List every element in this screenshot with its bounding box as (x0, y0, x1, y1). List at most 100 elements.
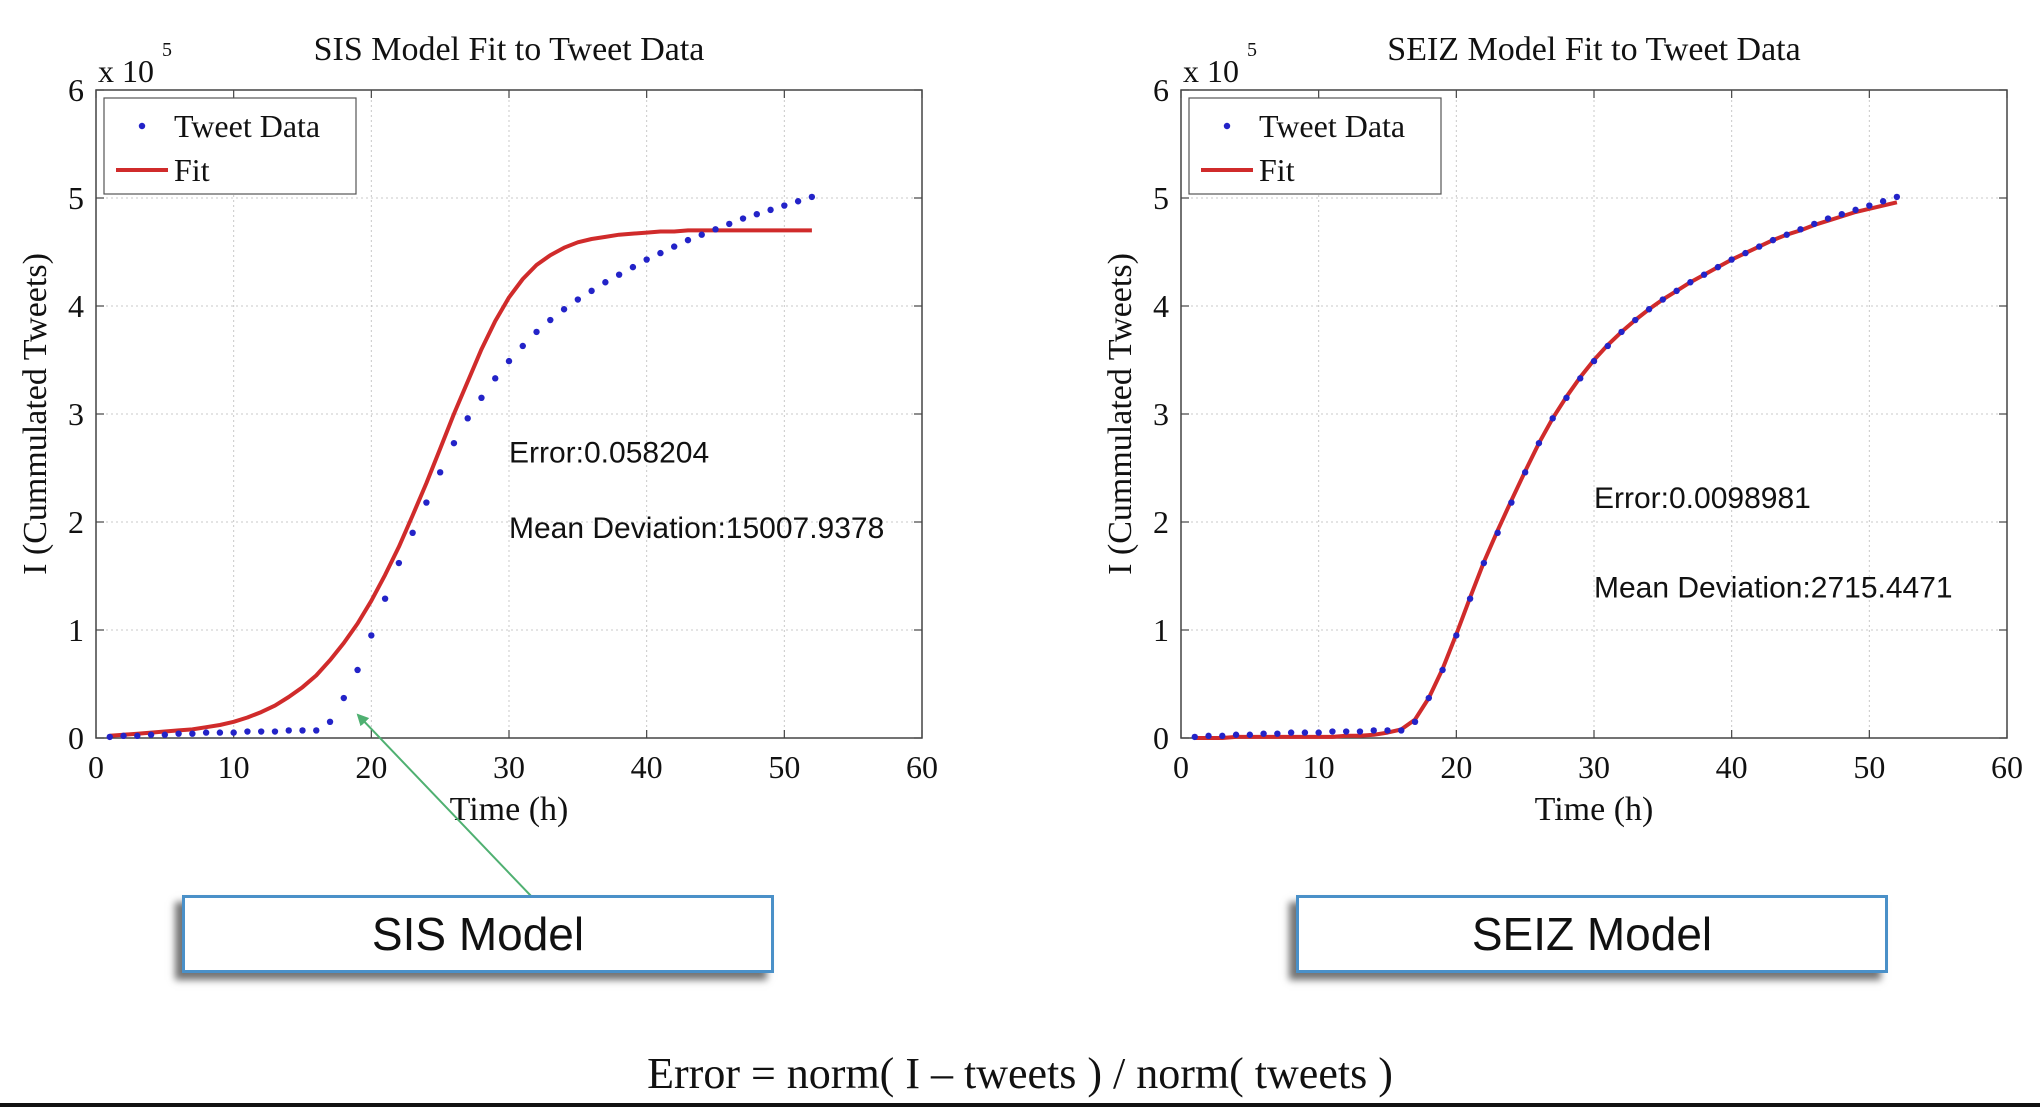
data-point (1521, 469, 1529, 476)
data-point (299, 727, 306, 734)
data-point (1370, 727, 1377, 734)
data-point (657, 249, 664, 257)
data-point (1769, 236, 1777, 244)
data-point (1577, 375, 1584, 382)
x-tick-label: 60 (1991, 749, 2023, 785)
data-point (1315, 729, 1322, 736)
seiz-model-label: SEIZ Model (1471, 908, 1713, 960)
data-point (767, 206, 774, 214)
data-point (1893, 193, 1901, 201)
data-point (1356, 728, 1364, 735)
data-point (698, 231, 705, 238)
data-point (574, 296, 582, 303)
data-point (230, 729, 237, 736)
data-point (615, 271, 623, 278)
x-axis-label: Time (h) (1535, 791, 1654, 828)
data-point (147, 731, 155, 738)
data-point (1728, 256, 1735, 263)
legend-marker-data (138, 122, 146, 130)
data-point (175, 730, 182, 737)
y-tick-label: 1 (1153, 612, 1169, 648)
data-point (1274, 730, 1281, 737)
data-point (464, 415, 471, 422)
data-point (1756, 243, 1763, 250)
y-tick-label: 2 (1153, 504, 1169, 540)
data-point (1673, 287, 1680, 295)
data-point (781, 202, 788, 209)
data-point (478, 394, 485, 401)
data-point (271, 728, 279, 735)
y-tick-label: 5 (68, 180, 84, 216)
data-point (1453, 632, 1460, 639)
data-point (671, 243, 678, 250)
x-tick-label: 50 (1853, 749, 1885, 785)
data-point (381, 595, 389, 602)
data-point (726, 220, 733, 228)
y-multiplier-base: x 10 (1183, 53, 1239, 89)
error-annotation: Error:0.058204 (509, 437, 709, 470)
data-point (1260, 730, 1267, 737)
x-tick-label: 50 (768, 749, 800, 785)
fit-line (1194, 200, 1898, 740)
chart-title: SEIZ Model Fit to Tweet Data (1387, 31, 1800, 68)
legend-label-data: Tweet Data (1259, 108, 1405, 144)
data-point (1632, 316, 1639, 324)
legend-marker-data (1223, 122, 1231, 130)
data-point (1466, 595, 1474, 602)
data-point (202, 729, 210, 736)
seiz-chart: 0 10 20 30 40 50 60 0 1 2 3 4 5 6 x 10 5 SEIZ Model Fit … (1102, 31, 2023, 828)
data-point (1398, 727, 1405, 734)
x-tick-label: 0 (1173, 749, 1189, 785)
data-point (106, 733, 113, 741)
x-tick-label: 30 (493, 749, 525, 785)
data-point (588, 287, 595, 295)
data-point (492, 375, 499, 382)
data-point (712, 226, 719, 233)
x-tick-label: 20 (1440, 749, 1472, 785)
sis-chart: 0 10 20 30 40 50 60 0 1 2 3 4 5 6 x 10 5 SIS Model Fit t… (17, 31, 938, 828)
data-point (643, 256, 650, 263)
y-tick-label: 6 (1153, 72, 1169, 108)
data-point (1411, 718, 1419, 725)
data-point (1604, 342, 1611, 350)
y-tick-label: 0 (68, 720, 84, 756)
x-axis-label: Time (h) (450, 791, 569, 828)
legend-box (1188, 97, 1442, 195)
y-tick-label: 4 (1153, 288, 1169, 324)
data-point (1838, 211, 1846, 218)
data-point (1535, 439, 1543, 447)
data-point (1618, 328, 1625, 336)
seiz-model-label-box: SEIZ Model (1296, 895, 1888, 973)
y-tick-label: 3 (68, 396, 84, 432)
x-tick-label: 10 (218, 749, 250, 785)
legend-label-fit: Fit (174, 152, 210, 188)
data-point (1191, 733, 1198, 741)
data-point (519, 342, 526, 350)
data-point (1384, 727, 1391, 734)
data-point (436, 469, 444, 476)
data-point (1742, 249, 1749, 257)
data-point (739, 215, 747, 222)
error-formula: Error = norm( I – tweets ) / norm( tweet… (647, 1049, 1393, 1098)
data-point (505, 357, 513, 365)
data-point (602, 279, 609, 286)
data-point (368, 632, 375, 639)
y-tick-label: 6 (68, 72, 84, 108)
data-point (1205, 732, 1212, 740)
data-point (120, 732, 127, 740)
data-point (1852, 206, 1859, 214)
data-point (1879, 198, 1887, 205)
data-point (450, 439, 458, 447)
data-point (1714, 263, 1722, 271)
y-tick-label: 2 (68, 504, 84, 540)
data-point (285, 727, 292, 734)
data-point (1687, 279, 1694, 286)
legend-box (103, 97, 357, 195)
y-axis-label: I (Cummulated Tweets) (1102, 253, 1139, 575)
data-point (1783, 231, 1790, 238)
data-point (1232, 731, 1240, 738)
x-tick-label: 60 (906, 749, 938, 785)
data-point (1659, 296, 1667, 303)
data-point (533, 328, 540, 336)
y-multiplier-base: x 10 (98, 53, 154, 89)
